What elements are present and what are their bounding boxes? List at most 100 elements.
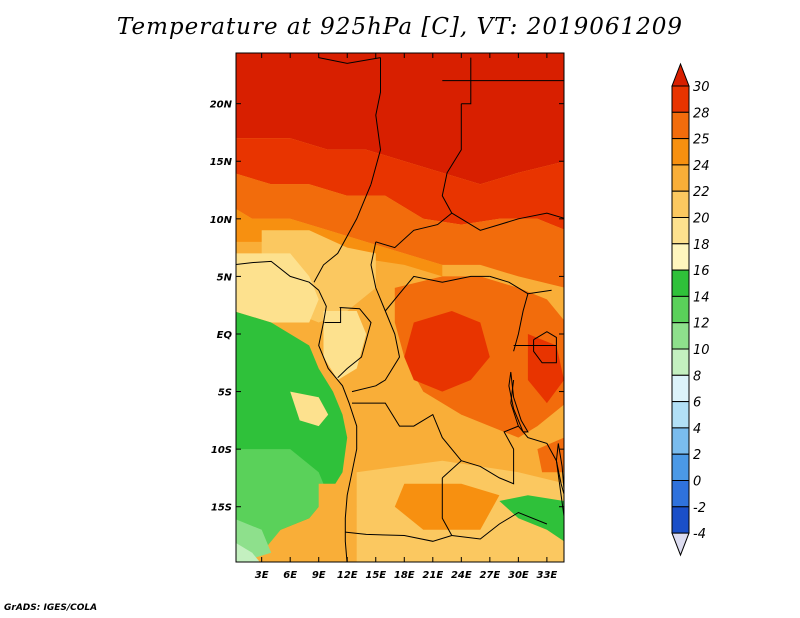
- lat-label-15S: 15S: [211, 503, 232, 514]
- border-cameroon-car: [370, 241, 386, 312]
- colorbar-label-0: 30: [693, 80, 710, 95]
- lon-label-12E: 12E: [337, 570, 358, 581]
- border-angola-namibia: [345, 531, 452, 542]
- lon-label-33E: 33E: [537, 570, 558, 581]
- lat-label-5N: 5N: [217, 272, 233, 283]
- colorbar-label-1: 28: [693, 106, 710, 121]
- field-region-gabon: [323, 311, 367, 380]
- border-libya-egypt: [461, 57, 472, 105]
- border-congo-drc: [351, 310, 401, 393]
- longitude-axis: 3E 6E 9E 12E 15E 18E 21E 24E 27E 30E 33E: [255, 53, 558, 581]
- coastline-west-africa: [236, 260, 358, 562]
- colorbar-label-17: -4: [693, 527, 706, 542]
- colorbar-box-15: [671, 480, 690, 508]
- lat-label-15N: 15N: [210, 157, 233, 168]
- border-southsudan-drc: [489, 275, 552, 295]
- field-region-congo-mouth: [290, 391, 329, 427]
- border-angola-zambia: [441, 477, 453, 536]
- lon-label-30E: 30E: [508, 570, 529, 581]
- colorbar-label-3: 24: [693, 159, 710, 174]
- colorbar-bottom-triangle: [671, 532, 690, 557]
- colorbar-box-2: [671, 138, 690, 166]
- lat-label-10S: 10S: [211, 445, 232, 456]
- colorbar-label-12: 6: [693, 396, 701, 411]
- field-region-atlantic-sw2: [236, 543, 260, 562]
- colorbar-box-12: [671, 401, 690, 429]
- colorbar-label-6: 18: [693, 238, 710, 253]
- lon-label-15E: 15E: [365, 570, 386, 581]
- footer-credit: GrADS: IGES/COLA: [4, 603, 98, 613]
- colorbar-top-triangle: [671, 62, 690, 87]
- border-east-lakes: [510, 379, 564, 520]
- border-niger-chad: [370, 57, 382, 185]
- colorbar-box-4: [671, 190, 690, 218]
- border-drc-angola: [352, 402, 462, 479]
- border-drc-zambia: [461, 425, 519, 485]
- map-frame: [235, 52, 565, 563]
- lon-label-6E: 6E: [283, 570, 297, 581]
- colorbar-box-5: [671, 217, 690, 245]
- colorbar-box-8: [671, 295, 690, 324]
- colorbar-label-10: 10: [693, 343, 710, 358]
- field-region-belt: [236, 209, 443, 277]
- colorbar-box-1: [671, 111, 690, 140]
- border-car-drc: [384, 275, 490, 312]
- field-region-west-coast: [236, 253, 319, 323]
- colorbar-box-14: [671, 453, 690, 482]
- lon-label-24E: 24E: [451, 570, 472, 581]
- lat-label-20N: 20N: [210, 100, 233, 111]
- colorbar-label-11: 8: [693, 369, 701, 384]
- colorbar-label-14: 2: [693, 448, 701, 463]
- border-sudan-south: [451, 212, 564, 231]
- field-region-east-hot: [527, 334, 564, 404]
- colorbar-box-3: [671, 164, 690, 192]
- field-region-north-hot: [236, 53, 564, 185]
- colorbar-label-7: 16: [693, 264, 710, 279]
- field-region-sahel-hot: [236, 138, 564, 230]
- border-gabon-congo: [337, 307, 372, 379]
- lat-label-10N: 10N: [210, 215, 233, 226]
- colorbar-box-13: [671, 427, 690, 455]
- border-uganda-drc: [513, 293, 529, 352]
- colorbar-label-16: -2: [693, 501, 706, 516]
- lon-label-18E: 18E: [394, 570, 415, 581]
- colorbar-label-2: 25: [693, 133, 710, 148]
- lon-label-21E: 21E: [422, 570, 443, 581]
- colorbar-label-4: 22: [693, 185, 710, 200]
- lon-label-27E: 27E: [479, 570, 500, 581]
- lon-label-3E: 3E: [255, 570, 269, 581]
- lake-tanganyika: [508, 371, 529, 433]
- border-chad-sudan: [441, 103, 462, 214]
- colorbar-label-8: 14: [693, 290, 710, 305]
- border-gabon-eqguinea: [324, 307, 342, 323]
- border-libya-south: [318, 57, 381, 64]
- field-region-sahel-warm: [236, 173, 564, 288]
- country-borders: [236, 57, 564, 562]
- colorbar-label-15: 0: [693, 475, 701, 490]
- colorbar-box-16: [671, 506, 690, 534]
- field-region-congo-core: [404, 311, 490, 392]
- colorbar-label-13: 4: [693, 422, 701, 437]
- colorbar-box-9: [671, 322, 690, 350]
- temperature-field: [236, 53, 564, 562]
- colorbar-box-6: [671, 243, 690, 271]
- colorbar-label-9: 12: [693, 317, 710, 332]
- chart-title: Temperature at 925hPa [C], VT: 201906120…: [116, 14, 684, 40]
- field-region-south-patch: [394, 483, 500, 530]
- lake-victoria: [533, 331, 557, 364]
- colorbar-box-7: [671, 269, 690, 297]
- colorbar-box-0: [671, 85, 690, 113]
- border-nigeria-cameroon: [313, 184, 372, 283]
- border-zambia-zimbabwe: [451, 511, 548, 540]
- lake-malawi: [555, 443, 564, 497]
- colorbar-box-11: [671, 374, 690, 403]
- colorbar-box-10: [671, 348, 690, 376]
- colorbar-label-5: 20: [693, 212, 710, 227]
- border-chad-car: [375, 212, 453, 249]
- lat-label-EQ: EQ: [217, 330, 233, 341]
- lon-label-9E: 9E: [312, 570, 326, 581]
- latitude-axis: 20N 15N 10N 5N EQ 5S 10S 15S: [210, 100, 564, 514]
- lat-label-5S: 5S: [218, 388, 232, 399]
